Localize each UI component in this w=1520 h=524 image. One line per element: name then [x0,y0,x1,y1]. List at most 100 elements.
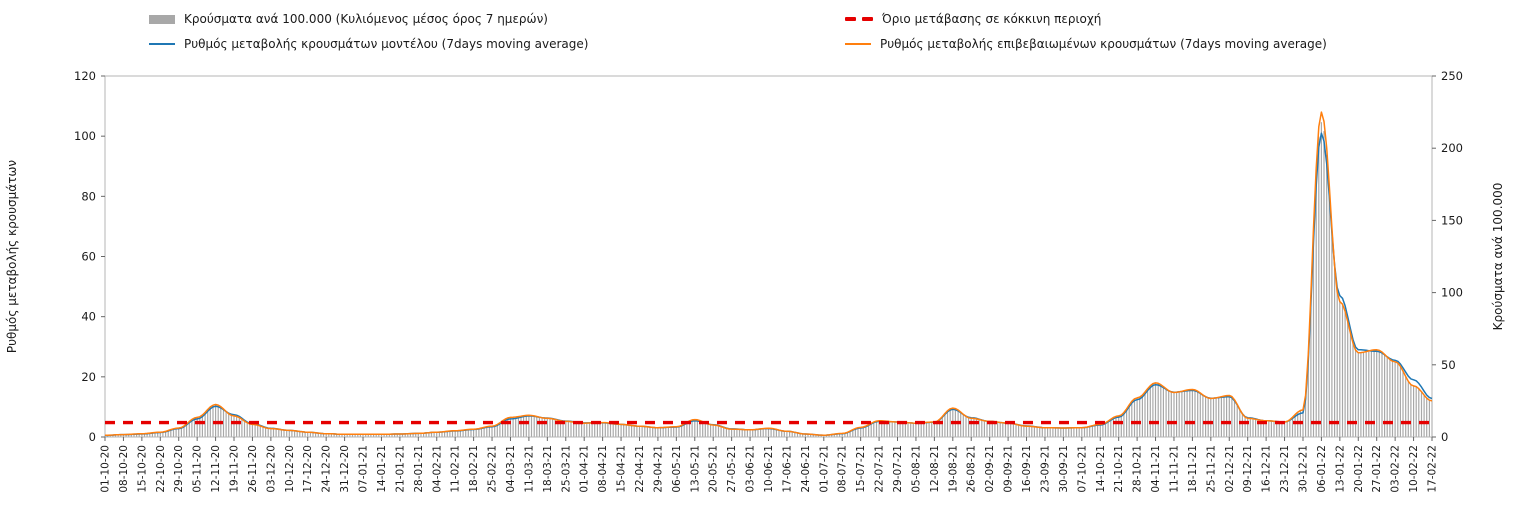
case-bar [204,412,206,437]
case-bar [691,419,693,437]
x-axis: 01-10-20 08-10-20 15-10-20 22-10-20 29-10-20… [100,437,1439,493]
case-bar [425,432,427,437]
case-bar [1410,384,1412,437]
case-bar [825,435,827,437]
case-bar [1147,388,1149,437]
case-bar [1415,386,1417,437]
case-bar [854,428,856,437]
case-bar [902,422,904,437]
case-bar [810,434,812,437]
case-bar [962,414,964,437]
case-bar [449,430,451,437]
case-bar [973,418,975,437]
case-bar [723,427,725,437]
case-bar [849,431,851,437]
case-bar [128,434,130,437]
x-tick-label: 17-12-20 [302,445,314,493]
case-bar [586,423,588,437]
case-bar [789,431,791,437]
case-bar [1168,390,1170,437]
case-bar [712,425,714,437]
case-bar [504,419,506,437]
chart-plot-area: 0 20 40 60 80 100 120 0 50 100 150 200 250 01-10-20 08… [5,69,1505,493]
case-bar [1202,395,1204,437]
case-bar [1231,396,1233,437]
case-bar [509,417,512,437]
case-bar [581,423,583,437]
case-bar [791,431,793,437]
case-bar [307,432,309,437]
x-tick-label: 13-05-21 [689,445,701,493]
legend-key-model-icon [149,43,175,45]
case-bar [122,434,124,437]
case-bar [1178,392,1180,437]
case-bar [1389,359,1391,437]
bars-series [104,122,1433,437]
y-tick-label: 100 [74,129,96,143]
case-bar [1276,421,1278,437]
case-bar [933,422,935,437]
case-bar [391,434,393,437]
case-bar [1347,321,1349,437]
case-bar [675,426,677,437]
case-bar [496,424,498,437]
x-tick-label: 21-01-21 [394,445,406,493]
legend-label-cases-bars: Κρούσματα ανά 100.000 (Κυλιόμενος μέσος … [184,12,548,26]
case-bar [1144,392,1146,437]
case-bar [1002,422,1004,437]
case-bar [941,416,943,437]
case-bar [215,404,217,437]
case-bar [278,429,280,437]
case-bar [665,427,667,437]
case-bar [688,420,691,437]
case-bar [436,432,438,437]
x-tick-label: 22-10-20 [155,445,167,493]
case-bar [433,432,435,437]
x-tick-label: 13-01-22 [1334,445,1346,493]
case-bar [341,434,343,437]
case-bar [1376,349,1378,437]
case-bar [251,424,253,437]
case-bar [1036,427,1038,437]
case-bar [802,433,804,437]
case-bar [594,422,596,437]
case-bar [678,426,680,437]
case-bar [583,423,585,437]
case-bar [1247,418,1249,437]
case-bar [475,429,477,437]
case-bar [183,425,185,437]
case-bar [154,432,156,437]
case-bar [259,426,261,437]
case-bar [502,420,504,437]
case-bar [444,431,446,437]
case-bar [588,423,591,437]
case-bar [760,428,762,437]
case-bar [559,420,562,437]
case-bar [412,433,414,437]
case-bar [878,420,880,437]
x-tick-label: 02-09-21 [984,445,996,493]
x-tick-label: 18-02-21 [468,445,480,493]
case-bar [904,422,906,437]
right-axis-title: Κρούσματα ανά 100.000 [1491,183,1505,331]
case-bar [628,425,630,437]
case-bar [733,429,735,437]
case-bar [1352,343,1354,437]
case-bar [1120,415,1122,437]
x-tick-label: 12-08-21 [929,445,941,493]
case-bar [409,433,411,437]
case-bar [659,427,662,437]
case-bar [1394,361,1396,437]
case-bar [549,418,551,437]
case-bar [188,421,190,437]
case-bar [602,422,604,437]
case-bar [1407,381,1409,437]
case-bar [373,434,375,437]
case-bar [1223,396,1225,437]
legend-label-threshold: Όριο μετάβασης σε κόκκινη περιοχή [882,12,1102,26]
legend-key-confirmed-icon [845,43,871,45]
case-bar [117,434,119,437]
case-bar [1365,351,1367,437]
case-bar [899,422,901,437]
